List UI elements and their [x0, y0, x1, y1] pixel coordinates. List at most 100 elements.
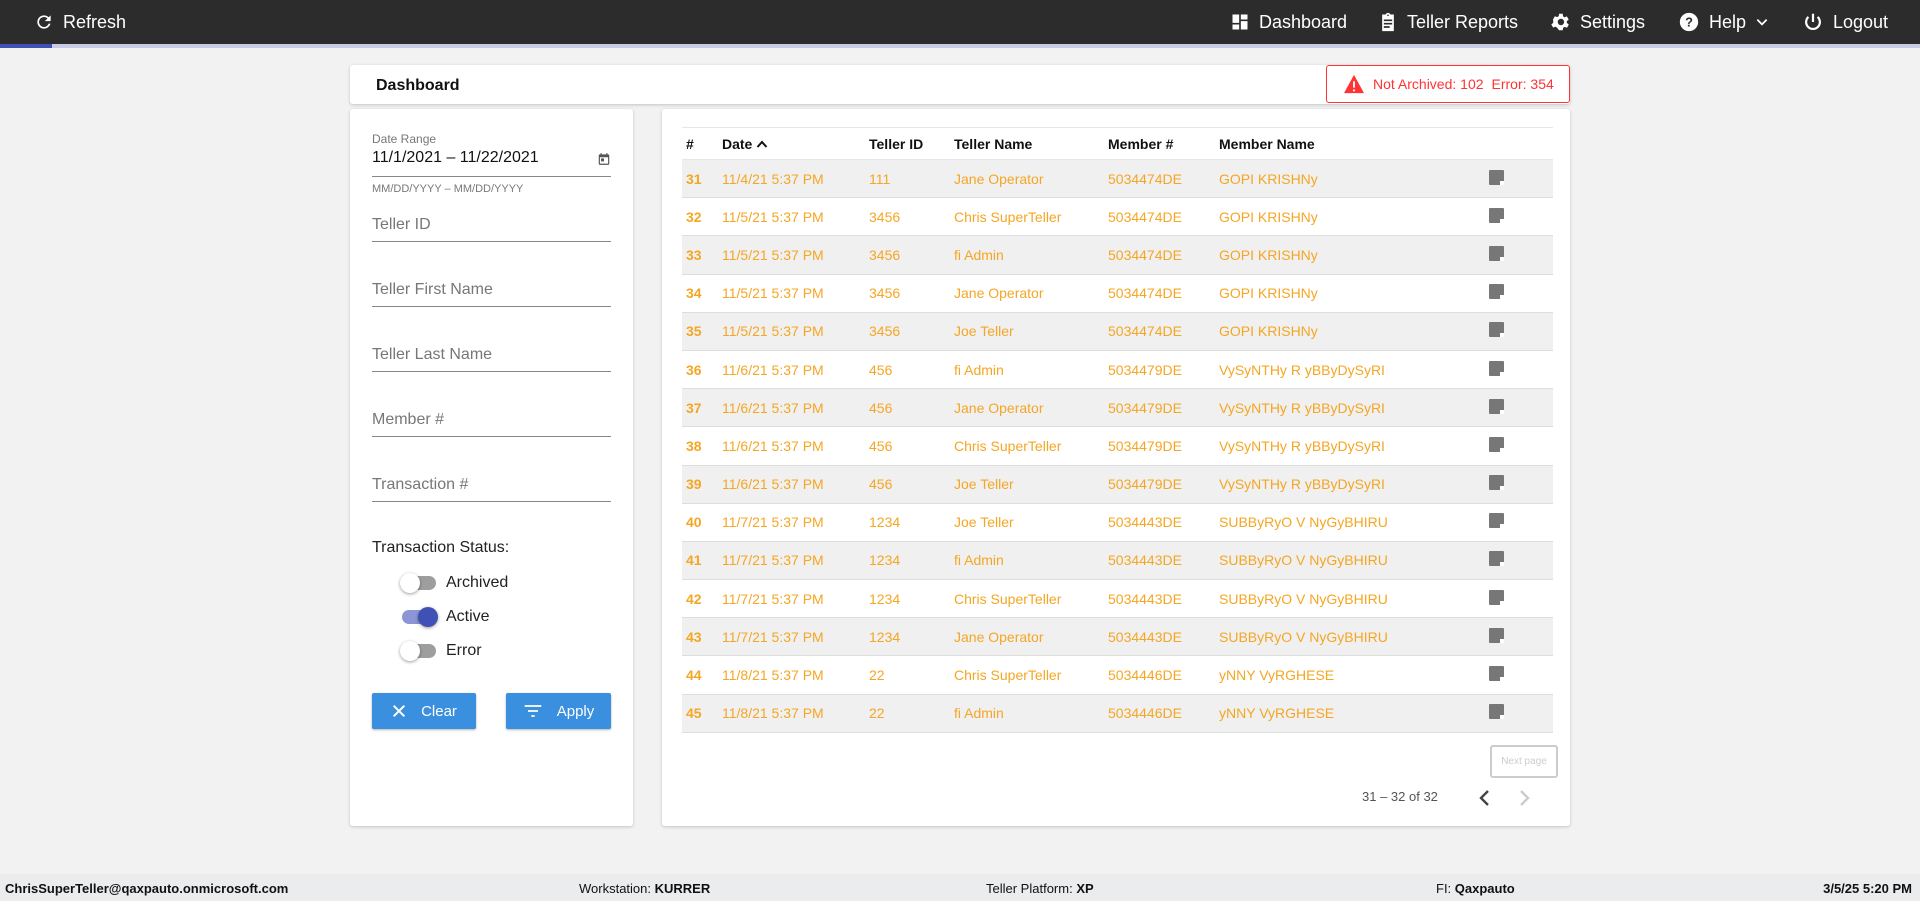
apply-button[interactable]: Apply	[506, 693, 611, 729]
transaction-number-placeholder: Transaction #	[372, 476, 469, 493]
note-icon[interactable]	[1489, 589, 1504, 605]
row-actions	[1485, 159, 1553, 199]
row-member-number: 5034479DE	[1104, 426, 1215, 466]
calendar-icon[interactable]	[597, 152, 611, 166]
col-member-name[interactable]: Member Name	[1215, 127, 1485, 160]
transaction-number-input[interactable]: Transaction #	[372, 476, 611, 502]
refresh-button[interactable]: Refresh	[34, 0, 126, 44]
previous-page-button[interactable]	[1478, 789, 1492, 807]
note-icon[interactable]	[1489, 169, 1504, 185]
fi-value: Qaxpauto	[1454, 881, 1515, 896]
clear-button[interactable]: Clear	[372, 693, 476, 729]
note-icon[interactable]	[1489, 475, 1504, 491]
table-row[interactable]: 45 11/8/21 5:37 PM 22 fi Admin 5034446DE yNNY…	[682, 694, 1553, 733]
nav-logout[interactable]: Logout	[1802, 0, 1888, 44]
table-row[interactable]: 32 11/5/21 5:37 PM 3456 Chris SuperTeller 50…	[682, 197, 1553, 237]
note-icon[interactable]	[1489, 627, 1504, 643]
nav-settings[interactable]: Settings	[1549, 0, 1645, 44]
table-row[interactable]: 41 11/7/21 5:37 PM 1234 fi Admin 5034443DE SU…	[682, 541, 1553, 581]
member-number-placeholder: Member #	[372, 411, 445, 428]
footer-workstation: Workstation: KURRER	[579, 881, 710, 896]
loading-bar	[0, 44, 1920, 48]
error-count: Error: 354	[1491, 76, 1554, 92]
row-teller-name: Joe Teller	[950, 312, 1104, 351]
workstation-label: Workstation:	[579, 881, 655, 896]
note-icon[interactable]	[1489, 207, 1504, 223]
table-row[interactable]: 44 11/8/21 5:37 PM 22 Chris SuperTeller 5034…	[682, 655, 1553, 695]
table-row[interactable]: 33 11/5/21 5:37 PM 3456 fi Admin 5034474DE GO…	[682, 235, 1553, 275]
table-row[interactable]: 39 11/6/21 5:37 PM 456 Joe Teller 5034479DE V…	[682, 465, 1553, 504]
table-row[interactable]: 37 11/6/21 5:37 PM 456 Jane Operator 5034479…	[682, 388, 1553, 428]
row-actions	[1485, 694, 1553, 733]
note-icon[interactable]	[1489, 436, 1504, 452]
col-member-number[interactable]: Member #	[1104, 127, 1215, 160]
teller-id-input[interactable]: Teller ID	[372, 216, 611, 242]
row-teller-id: 111	[865, 159, 950, 199]
note-icon[interactable]	[1489, 284, 1504, 300]
note-icon[interactable]	[1489, 551, 1504, 567]
table-row[interactable]: 35 11/5/21 5:37 PM 3456 Joe Teller 5034474DE…	[682, 312, 1553, 351]
note-icon[interactable]	[1489, 322, 1504, 338]
apply-label: Apply	[556, 702, 595, 720]
note-icon[interactable]	[1489, 704, 1504, 720]
next-page-tooltip: Next page	[1490, 745, 1558, 778]
row-member-number: 5034443DE	[1104, 541, 1215, 581]
table-row[interactable]: 43 11/7/21 5:37 PM 1234 Jane Operator 503444…	[682, 617, 1553, 657]
row-teller-name: Jane Operator	[950, 617, 1104, 657]
next-page-button[interactable]	[1517, 789, 1531, 807]
table-row[interactable]: 34 11/5/21 5:37 PM 3456 Jane Operator 503447…	[682, 274, 1553, 313]
row-member-name: GOPI KRISHNy	[1215, 235, 1485, 275]
chevron-down-icon	[1756, 19, 1768, 26]
row-member-number: 5034443DE	[1104, 579, 1215, 619]
member-number-input[interactable]: Member #	[372, 411, 611, 437]
not-archived-count: Not Archived: 102	[1373, 76, 1484, 92]
row-teller-name: fi Admin	[950, 235, 1104, 275]
table-row[interactable]: 31 11/4/21 5:37 PM 111 Jane Operator 5034474…	[682, 159, 1553, 199]
row-date: 11/8/21 5:37 PM	[718, 694, 865, 733]
top-nav-bar: Refresh Dashboard Teller Reports Setting…	[0, 0, 1920, 44]
table-row[interactable]: 40 11/7/21 5:37 PM 1234 Joe Teller 5034443DE…	[682, 503, 1553, 542]
teller-last-name-input[interactable]: Teller Last Name	[372, 346, 611, 372]
toggle-error-label: Error	[446, 642, 482, 659]
nav-help[interactable]: ? Help	[1678, 0, 1769, 44]
row-date: 11/7/21 5:37 PM	[718, 541, 865, 581]
col-number[interactable]: #	[682, 127, 718, 160]
col-teller-name[interactable]: Teller Name	[950, 127, 1104, 160]
toggle-archived-label: Archived	[446, 574, 509, 591]
transactions-panel: # Date Teller ID Teller Name Member # Me…	[662, 109, 1570, 826]
row-actions	[1485, 388, 1553, 428]
date-range-value: 11/1/2021 – 11/22/2021	[372, 149, 539, 166]
table-row[interactable]: 36 11/6/21 5:37 PM 456 fi Admin 5034479DE VyS…	[682, 350, 1553, 390]
toggle-error[interactable]: Error	[400, 641, 482, 661]
note-icon[interactable]	[1489, 513, 1504, 529]
nav-teller-reports[interactable]: Teller Reports	[1378, 0, 1518, 44]
row-date: 11/8/21 5:37 PM	[718, 655, 865, 695]
toggle-active[interactable]: Active	[402, 607, 490, 627]
row-date: 11/7/21 5:37 PM	[718, 617, 865, 657]
note-icon[interactable]	[1489, 245, 1504, 261]
note-icon[interactable]	[1489, 666, 1504, 682]
nav-dashboard[interactable]: Dashboard	[1230, 0, 1347, 44]
row-member-number: 5034474DE	[1104, 235, 1215, 275]
nav-dashboard-label: Dashboard	[1259, 11, 1348, 32]
toggle-archived[interactable]: Archived	[400, 573, 509, 593]
row-number: 35	[682, 312, 718, 351]
footer-user: ChrisSuperTeller@qaxpauto.onmicrosoft.co…	[5, 881, 289, 896]
row-teller-name: Joe Teller	[950, 465, 1104, 504]
col-teller-id[interactable]: Teller ID	[865, 127, 950, 160]
row-member-name: SUBByRyO V NyGyBHIRU	[1215, 541, 1485, 581]
col-date[interactable]: Date	[718, 127, 865, 160]
table-row[interactable]: 38 11/6/21 5:37 PM 456 Chris SuperTeller 503…	[682, 426, 1553, 466]
row-teller-id: 456	[865, 465, 950, 504]
row-member-name: VySyNTHy R yBByDySyRI	[1215, 350, 1485, 390]
row-teller-id: 1234	[865, 541, 950, 581]
date-range-label: Date Range	[372, 132, 437, 146]
gear-icon	[1551, 13, 1569, 31]
teller-first-name-input[interactable]: Teller First Name	[372, 281, 611, 307]
footer-platform: Teller Platform: XP	[986, 881, 1094, 896]
note-icon[interactable]	[1489, 360, 1504, 376]
table-row[interactable]: 42 11/7/21 5:37 PM 1234 Chris SuperTeller 50…	[682, 579, 1553, 619]
row-member-number: 5034474DE	[1104, 274, 1215, 313]
date-range-input[interactable]: 11/1/2021 – 11/22/2021	[372, 149, 611, 177]
note-icon[interactable]	[1489, 398, 1504, 414]
